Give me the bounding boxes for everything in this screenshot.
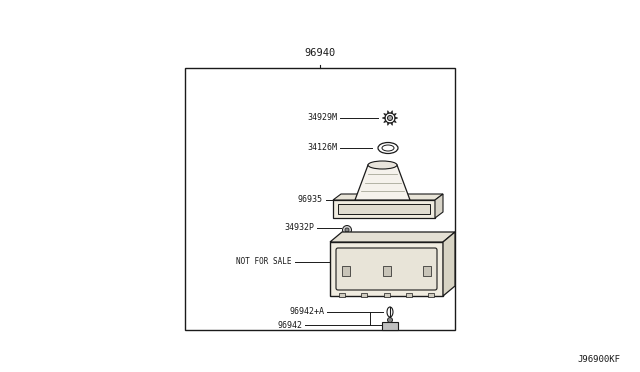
Bar <box>361 293 367 297</box>
Text: 34932P: 34932P <box>284 224 314 232</box>
Polygon shape <box>443 232 455 296</box>
Text: 96942: 96942 <box>277 321 302 330</box>
Bar <box>338 204 430 214</box>
Bar <box>383 293 390 297</box>
Circle shape <box>387 115 392 121</box>
FancyBboxPatch shape <box>336 248 437 290</box>
Bar <box>342 266 350 276</box>
Text: 34929M: 34929M <box>307 113 337 122</box>
Text: 96935: 96935 <box>298 196 323 205</box>
Text: 96940: 96940 <box>305 48 335 58</box>
Bar <box>406 293 412 297</box>
Bar <box>330 242 443 296</box>
Circle shape <box>345 228 349 232</box>
Bar <box>423 266 431 276</box>
Circle shape <box>387 317 392 323</box>
Text: J96900KF: J96900KF <box>577 355 620 364</box>
Bar <box>339 293 345 297</box>
Text: 34126M: 34126M <box>307 144 337 153</box>
Polygon shape <box>355 165 410 200</box>
Text: 96942+A: 96942+A <box>289 308 324 317</box>
Bar <box>333 200 435 218</box>
Text: NOT FOR SALE: NOT FOR SALE <box>237 257 292 266</box>
Bar <box>428 293 434 297</box>
Circle shape <box>342 225 351 234</box>
Bar <box>382 322 398 330</box>
Ellipse shape <box>368 161 397 169</box>
Bar <box>185 68 455 330</box>
Polygon shape <box>435 194 443 218</box>
Polygon shape <box>330 232 455 242</box>
Bar <box>383 266 390 276</box>
Polygon shape <box>333 194 443 200</box>
